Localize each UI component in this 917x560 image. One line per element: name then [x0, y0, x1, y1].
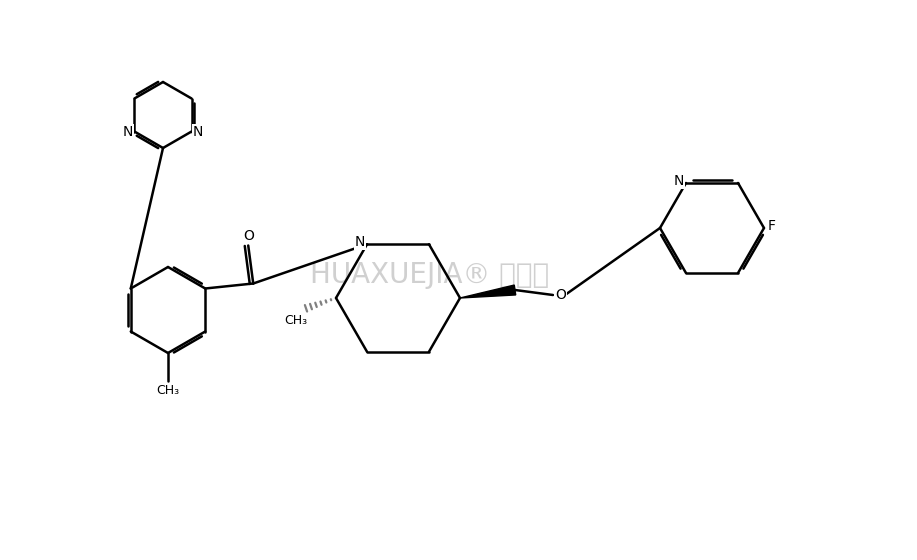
Polygon shape	[460, 285, 515, 298]
Text: N: N	[355, 235, 365, 249]
Text: N: N	[674, 174, 684, 188]
Text: HUAXUEJIA® 化学加: HUAXUEJIA® 化学加	[311, 261, 549, 289]
Text: O: O	[243, 228, 254, 242]
Text: CH₃: CH₃	[284, 314, 307, 326]
Text: N: N	[193, 124, 203, 138]
Text: CH₃: CH₃	[157, 385, 180, 398]
Text: F: F	[768, 219, 776, 233]
Text: O: O	[555, 288, 566, 302]
Text: N: N	[123, 124, 133, 138]
